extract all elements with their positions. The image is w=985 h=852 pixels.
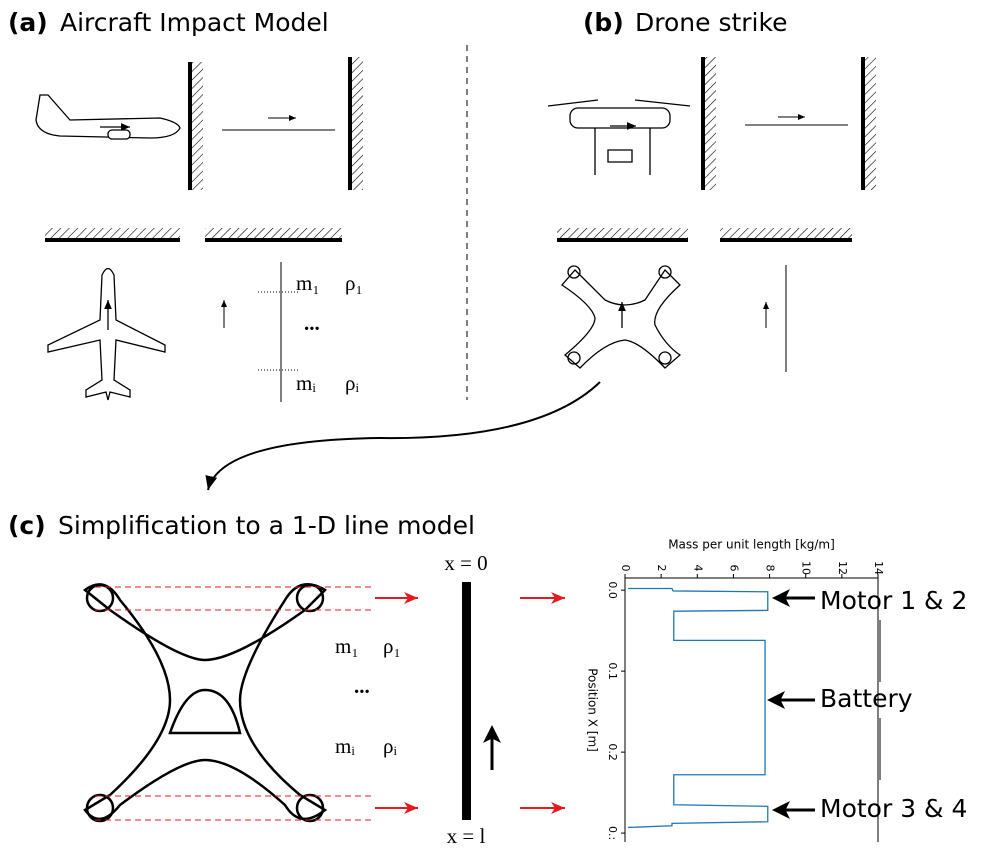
mass-label: m₁ [296,271,320,295]
annotation: Motor 1 & 2 [820,586,967,615]
drone-large [82,583,328,823]
aircraft-top [47,267,166,401]
density-label: ρᵢ [345,371,359,395]
projection-lines [95,586,375,821]
drone-side [547,99,691,175]
y-tick-label: 0.2 [606,743,619,761]
y-tick-label: 0.: [606,826,619,840]
panel-label: (c) [8,511,46,540]
walls [45,57,876,242]
x-tick-label: 10 [800,561,813,575]
x-tick-label: 4 [691,565,704,572]
aircraft-side [35,94,181,140]
x-tick-label: 14 [872,561,885,575]
y-tick-label: 0.1 [606,662,619,680]
x-start-label: x = 0 [444,551,487,575]
y-tick-label: 0.0 [606,581,619,599]
panel-label: (b) [583,8,624,37]
x-end-label: x = l [447,824,486,848]
mass-label: mᵢ [335,734,355,758]
density-label: ρᵢ [383,734,397,758]
annotation: Battery [820,684,913,713]
x-tick-label: 2 [655,565,668,572]
density-label: ρ₁ [383,634,401,658]
profile-line [628,587,769,829]
panel-title: Aircraft Impact Model [60,8,329,37]
x-tick-label: 6 [727,565,740,572]
annotation: Motor 3 & 4 [820,794,967,823]
red-arrows [375,592,565,814]
x-tick-label: 8 [764,565,777,572]
panel-title: Simplification to a 1-D line model [58,511,475,540]
x-tick-label: 12 [836,561,849,575]
drone-top [561,265,682,369]
chart: 0 2 4 6 8 10 12 14 0.0 0.1 0.2 0.: Mass per unit len… [586,538,967,842]
panel-label: (a) [8,8,48,37]
y-axis-label: Position X [m] [586,668,600,752]
density-label: ρ₁ [345,271,363,295]
x-axis-label: Mass per unit length [kg/m] [668,538,835,552]
ellipsis: ... [354,674,370,698]
mass-label: mᵢ [296,371,316,395]
line-model [462,582,471,820]
mass-label: m₁ [335,634,359,658]
connector-arrow [205,381,601,491]
ellipsis: ... [304,311,320,335]
panel-title: Drone strike [635,8,787,37]
axes-frame [624,577,879,842]
x-tick-label: 0 [619,565,632,572]
